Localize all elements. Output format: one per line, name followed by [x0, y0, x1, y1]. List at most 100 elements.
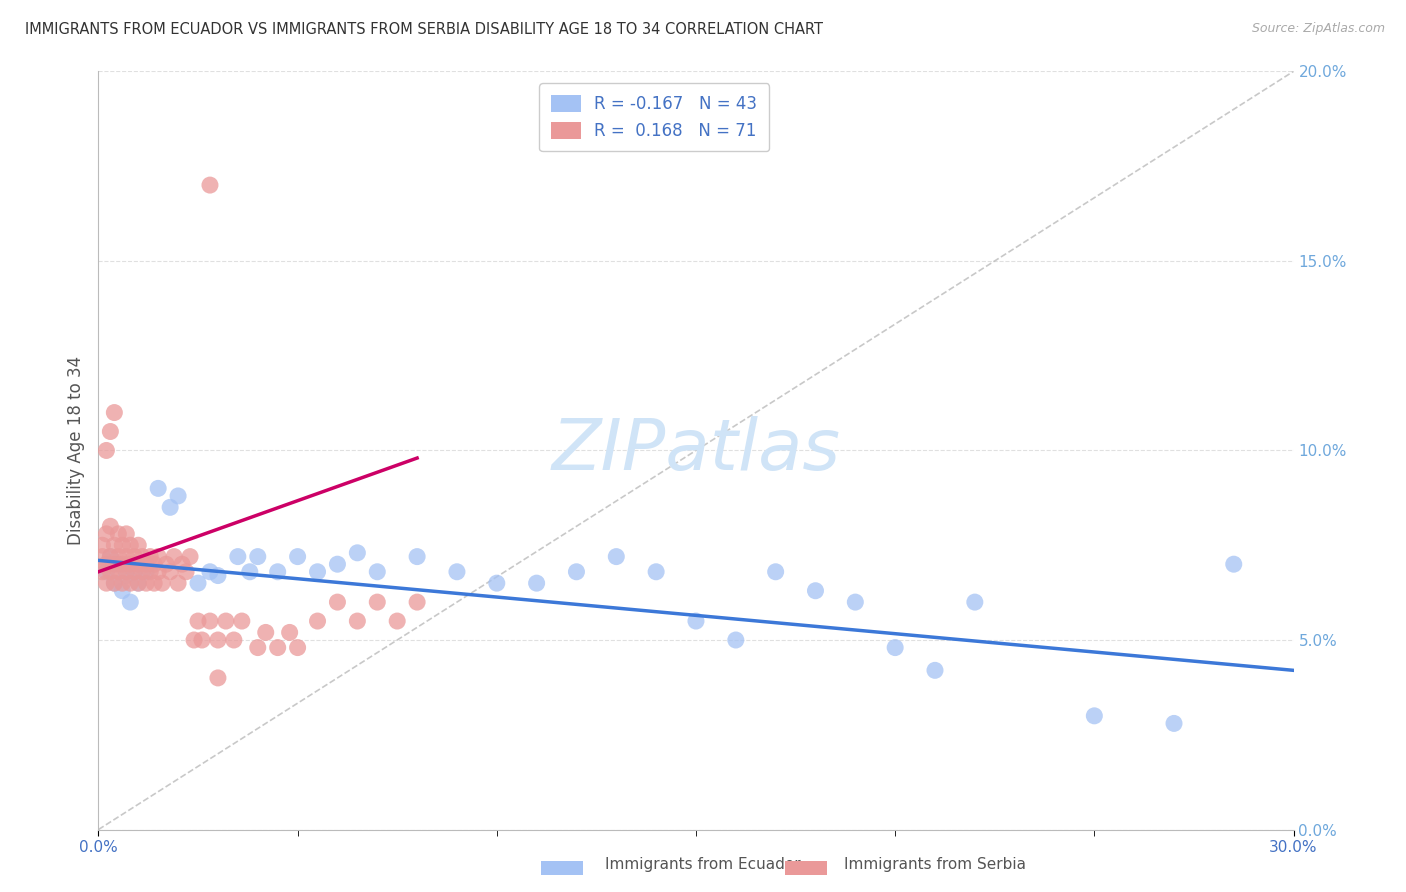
- Point: [103, 538, 125, 552]
- Point: [385, 614, 409, 628]
- Point: [107, 565, 129, 579]
- Point: [1223, 557, 1246, 572]
- Point: [804, 583, 827, 598]
- Point: [267, 640, 290, 655]
- Point: [231, 614, 253, 628]
- Point: [91, 565, 114, 579]
- Point: [139, 549, 162, 564]
- Point: [198, 614, 221, 628]
- Point: [131, 549, 153, 564]
- Point: [120, 576, 142, 591]
- Point: [148, 565, 170, 579]
- Point: [96, 557, 118, 572]
- Point: [246, 640, 269, 655]
- Point: [963, 595, 986, 609]
- Point: [366, 565, 388, 579]
- Point: [226, 549, 249, 564]
- Point: [98, 549, 122, 564]
- Point: [187, 614, 209, 628]
- Point: [191, 633, 214, 648]
- Point: [135, 565, 157, 579]
- Point: [96, 565, 118, 579]
- Point: [98, 425, 122, 439]
- Point: [107, 549, 129, 564]
- Point: [159, 565, 181, 579]
- Point: [172, 557, 194, 572]
- Point: [91, 538, 114, 552]
- Point: [96, 526, 118, 541]
- Point: [844, 595, 866, 609]
- Point: [174, 565, 197, 579]
- Point: [163, 549, 186, 564]
- Text: Immigrants from Serbia: Immigrants from Serbia: [844, 857, 1025, 871]
- Point: [127, 557, 149, 572]
- Point: [143, 576, 166, 591]
- Point: [115, 526, 138, 541]
- Point: [765, 565, 787, 579]
- Point: [884, 640, 907, 655]
- Text: Immigrants from Ecuador: Immigrants from Ecuador: [605, 857, 800, 871]
- Point: [326, 595, 349, 609]
- Point: [287, 640, 309, 655]
- Point: [207, 633, 229, 648]
- Text: Source: ZipAtlas.com: Source: ZipAtlas.com: [1251, 22, 1385, 36]
- Point: [124, 549, 146, 564]
- Point: [111, 538, 134, 552]
- Point: [111, 583, 134, 598]
- Point: [183, 633, 205, 648]
- Point: [278, 625, 301, 640]
- Point: [198, 565, 221, 579]
- Point: [111, 576, 134, 591]
- Point: [207, 568, 229, 582]
- Point: [131, 565, 153, 579]
- Point: [155, 557, 177, 572]
- Point: [120, 557, 142, 572]
- Y-axis label: Disability Age 18 to 34: Disability Age 18 to 34: [66, 356, 84, 545]
- Point: [239, 565, 262, 579]
- Point: [107, 526, 129, 541]
- Point: [120, 595, 142, 609]
- Point: [326, 557, 349, 572]
- Point: [924, 664, 946, 678]
- Legend: R = -0.167   N = 43, R =  0.168   N = 71: R = -0.167 N = 43, R = 0.168 N = 71: [540, 84, 769, 152]
- Point: [127, 576, 149, 591]
- Point: [139, 565, 162, 579]
- Point: [124, 565, 146, 579]
- Point: [124, 565, 146, 579]
- Point: [107, 557, 129, 572]
- Point: [254, 625, 277, 640]
- Point: [127, 538, 149, 552]
- Point: [307, 614, 329, 628]
- Point: [96, 576, 118, 591]
- Point: [287, 549, 309, 564]
- Point: [167, 576, 190, 591]
- Point: [605, 549, 627, 564]
- Point: [103, 576, 125, 591]
- Point: [179, 549, 201, 564]
- Point: [103, 406, 125, 420]
- Point: [127, 576, 149, 591]
- Point: [307, 565, 329, 579]
- Point: [346, 546, 368, 560]
- Point: [222, 633, 245, 648]
- Point: [120, 538, 142, 552]
- Point: [207, 671, 229, 685]
- Point: [150, 576, 173, 591]
- Point: [159, 500, 181, 515]
- Point: [198, 178, 221, 193]
- Point: [645, 565, 668, 579]
- Point: [366, 595, 388, 609]
- Point: [346, 614, 368, 628]
- Point: [406, 549, 429, 564]
- Point: [96, 443, 118, 458]
- Point: [103, 557, 125, 572]
- Point: [135, 576, 157, 591]
- Point: [485, 576, 508, 591]
- Point: [98, 519, 122, 533]
- Point: [1083, 708, 1105, 723]
- Point: [685, 614, 707, 628]
- Point: [148, 482, 170, 496]
- Point: [111, 557, 134, 572]
- Point: [103, 576, 125, 591]
- Point: [167, 489, 190, 503]
